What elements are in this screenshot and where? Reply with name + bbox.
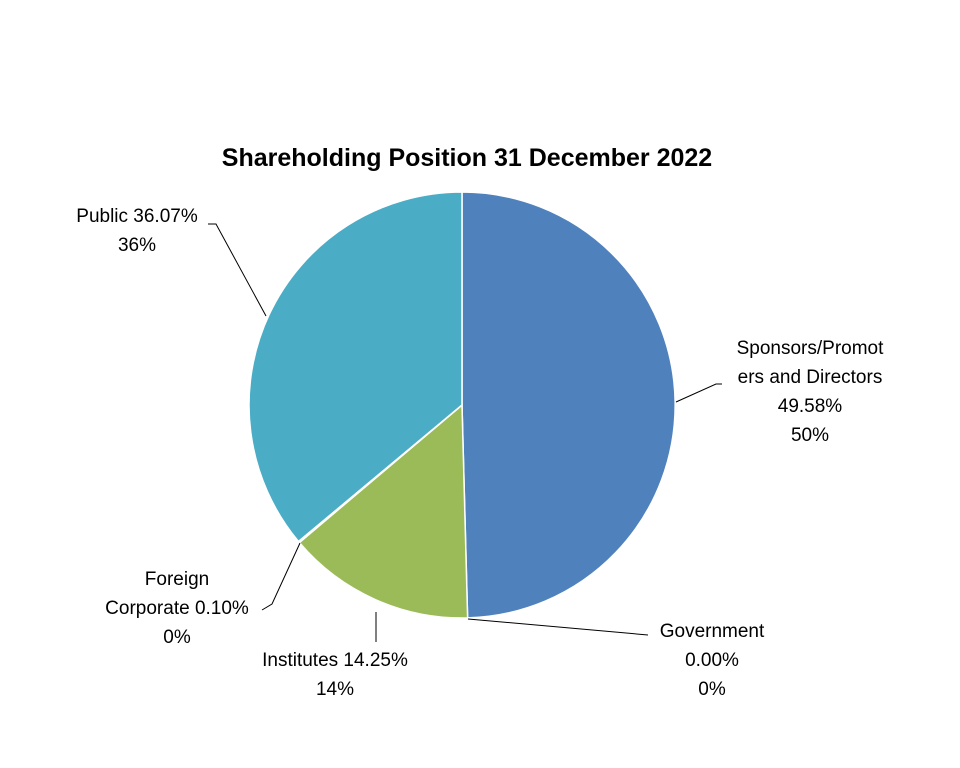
pie-slices — [248, 191, 676, 619]
pie-slice-sponsors — [461, 191, 676, 619]
slice-label-line: Government — [660, 621, 765, 642]
slice-label-public: Public 36.07% 36% — [76, 206, 198, 256]
slice-label-line: Public 36.07% — [76, 206, 198, 227]
slice-label-line: Corporate 0.10% — [105, 598, 249, 619]
slice-label-institutes: Institutes 14.25% 14% — [262, 650, 408, 700]
slice-label-line: 50% — [791, 425, 829, 446]
slice-labels: Sponsors/Promot ers and Directors 49.58% 50… — [76, 206, 884, 700]
slice-label-line: 14% — [316, 679, 354, 700]
leader-line-sponsors — [675, 383, 722, 403]
leader-lines — [208, 223, 722, 642]
chart-title: Shareholding Position 31 December 2022 — [222, 144, 712, 172]
slice-label-line: ers and Directors — [738, 367, 883, 388]
pie-slice-institutes — [298, 403, 469, 619]
slice-label-sponsors: Sponsors/Promot ers and Directors 49.58% 50… — [737, 338, 885, 446]
slice-label-line: 0% — [163, 627, 191, 648]
slice-label-line: Foreign — [145, 569, 209, 590]
slice-label-line: 49.58% — [778, 396, 843, 417]
leader-line-foreign-corporate — [261, 542, 301, 611]
leader-line-government — [467, 618, 649, 636]
slice-label-line: Institutes 14.25% — [262, 650, 408, 671]
slice-label-line: 0% — [698, 679, 726, 700]
slice-label-foreign-corporate: Foreign Corporate 0.10% 0% — [105, 569, 249, 648]
slice-label-line: Sponsors/Promot — [737, 338, 885, 359]
pie-slice-public — [248, 191, 463, 543]
slice-label-line: 0.00% — [685, 650, 739, 671]
slice-label-government: Government 0.00% 0% — [660, 621, 765, 700]
leader-line-public — [208, 223, 267, 317]
slice-label-line: 36% — [118, 235, 156, 256]
